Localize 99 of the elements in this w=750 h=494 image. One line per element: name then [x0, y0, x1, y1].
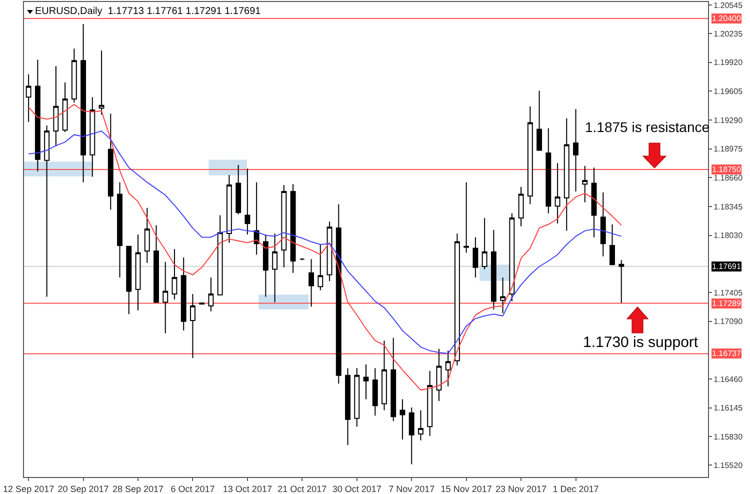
- candlestick: [464, 182, 470, 254]
- candlestick: [336, 204, 342, 384]
- y-tick-label: 1.18660: [714, 174, 744, 183]
- ref-line-label: 1.17289: [712, 299, 742, 308]
- ref-line-label: 1.16737: [712, 349, 742, 358]
- candlestick: [308, 258, 314, 308]
- y-tick-label: 1.19605: [714, 87, 744, 96]
- candlestick: [618, 260, 624, 304]
- y-tick-label: 1.19920: [714, 58, 744, 68]
- candlestick: [90, 96, 96, 178]
- candlestick: [154, 224, 159, 303]
- y-tick-label: 1.19290: [714, 116, 744, 125]
- y-tick-label: 1.15830: [714, 432, 744, 442]
- candlestick: [262, 234, 268, 298]
- candlestick: [472, 236, 478, 278]
- x-tick-label: 12 Sep 2017: [3, 484, 54, 494]
- x-tick-label: 21 Oct 2017: [278, 484, 327, 494]
- candlestick: [53, 66, 59, 146]
- candlestick: [445, 350, 451, 387]
- candlestick: [490, 229, 496, 310]
- y-tick-label: 1.18975: [714, 144, 744, 154]
- candlestick: [217, 214, 223, 296]
- candlestick: [172, 248, 178, 300]
- y-tick-label: 1.17090: [714, 317, 744, 326]
- ref-line-label: 1.17691: [712, 262, 742, 271]
- candlestick: [34, 59, 40, 172]
- candlestick: [26, 74, 32, 122]
- candlestick: [427, 370, 433, 436]
- x-tick-label: 1 Dec 2017: [552, 484, 599, 494]
- x-tick-label: 13 Oct 2017: [222, 484, 272, 494]
- y-tick-label: 1.20235: [714, 29, 744, 38]
- candlestick: [582, 165, 588, 203]
- x-tick-label: 6 Oct 2017: [170, 484, 215, 494]
- y-tick-label: 1.17405: [714, 288, 744, 298]
- candlestick: [354, 368, 360, 428]
- candlestick: [98, 50, 104, 116]
- candlestick: [509, 212, 515, 302]
- candlestick: [208, 276, 214, 312]
- candlestick: [162, 261, 168, 334]
- y-tick-label: 1.20545: [714, 1, 744, 10]
- x-tick-label: 28 Sep 2017: [112, 484, 164, 494]
- candlestick: [573, 108, 578, 192]
- candlestick: [108, 113, 114, 210]
- y-tick-label: 1.16145: [714, 404, 744, 413]
- candlestick: [290, 184, 296, 274]
- x-tick-label: 15 Nov 2017: [440, 484, 492, 494]
- candlestick: [299, 258, 305, 261]
- annotation: 1.1730 is support: [583, 334, 699, 351]
- y-tick-label: 1.18030: [714, 231, 744, 240]
- candlestick: [554, 162, 560, 224]
- candlestick: [281, 184, 287, 268]
- x-tick-label: 23 Nov 2017: [496, 484, 547, 494]
- candlestick: [117, 182, 122, 278]
- candlestick: [144, 207, 150, 264]
- ref-line-label: 1.20400: [712, 14, 742, 23]
- candlestick: [272, 233, 278, 303]
- candlestick: [71, 48, 77, 104]
- candlestick: [436, 348, 442, 402]
- y-tick-label: 1.16460: [714, 374, 744, 384]
- candlestick: [199, 302, 205, 305]
- candlestick: [226, 174, 232, 244]
- candlestick: [564, 118, 570, 232]
- candlestick: [418, 410, 424, 441]
- x-tick-label: 30 Oct 2017: [332, 484, 382, 494]
- candlestick: [62, 82, 68, 132]
- candlestick: [363, 364, 369, 400]
- candlestick: [610, 224, 615, 266]
- candlestick: [591, 167, 597, 238]
- candlestick: [80, 23, 86, 183]
- candlestick: [382, 340, 387, 411]
- candlestick: [345, 368, 350, 446]
- candlestick: [600, 192, 606, 257]
- candlestick: [318, 244, 324, 291]
- candlestick: [190, 293, 196, 359]
- candlestick: [400, 398, 406, 440]
- candlestick: [326, 221, 332, 282]
- candlestick: [527, 106, 533, 205]
- candlestick: [408, 406, 414, 465]
- y-tick-label: 1.18345: [714, 202, 744, 212]
- candlestick: [518, 186, 524, 227]
- candlestick: [536, 90, 542, 151]
- candlestick: [546, 128, 552, 214]
- candlestick: [254, 182, 260, 256]
- x-tick-label: 7 Nov 2017: [388, 484, 435, 494]
- annotation: EURUSD,Daily 1.17713 1.17761 1.17291 1.17691: [35, 6, 262, 17]
- candlestick: [454, 233, 460, 366]
- candlestick: [482, 217, 488, 270]
- candlestick: [244, 168, 250, 235]
- candlestick: [44, 125, 50, 298]
- candlestick: [390, 337, 396, 422]
- y-tick-label: 1.15520: [714, 460, 744, 470]
- candlestick: [180, 256, 186, 332]
- candlestick: [372, 368, 378, 416]
- ref-line-label: 1.18750: [712, 165, 742, 174]
- candlestick: [126, 246, 132, 315]
- candlestick: [236, 164, 242, 215]
- candlestick: [135, 234, 141, 311]
- candlestick: [500, 276, 506, 314]
- x-tick-label: 20 Sep 2017: [58, 484, 109, 494]
